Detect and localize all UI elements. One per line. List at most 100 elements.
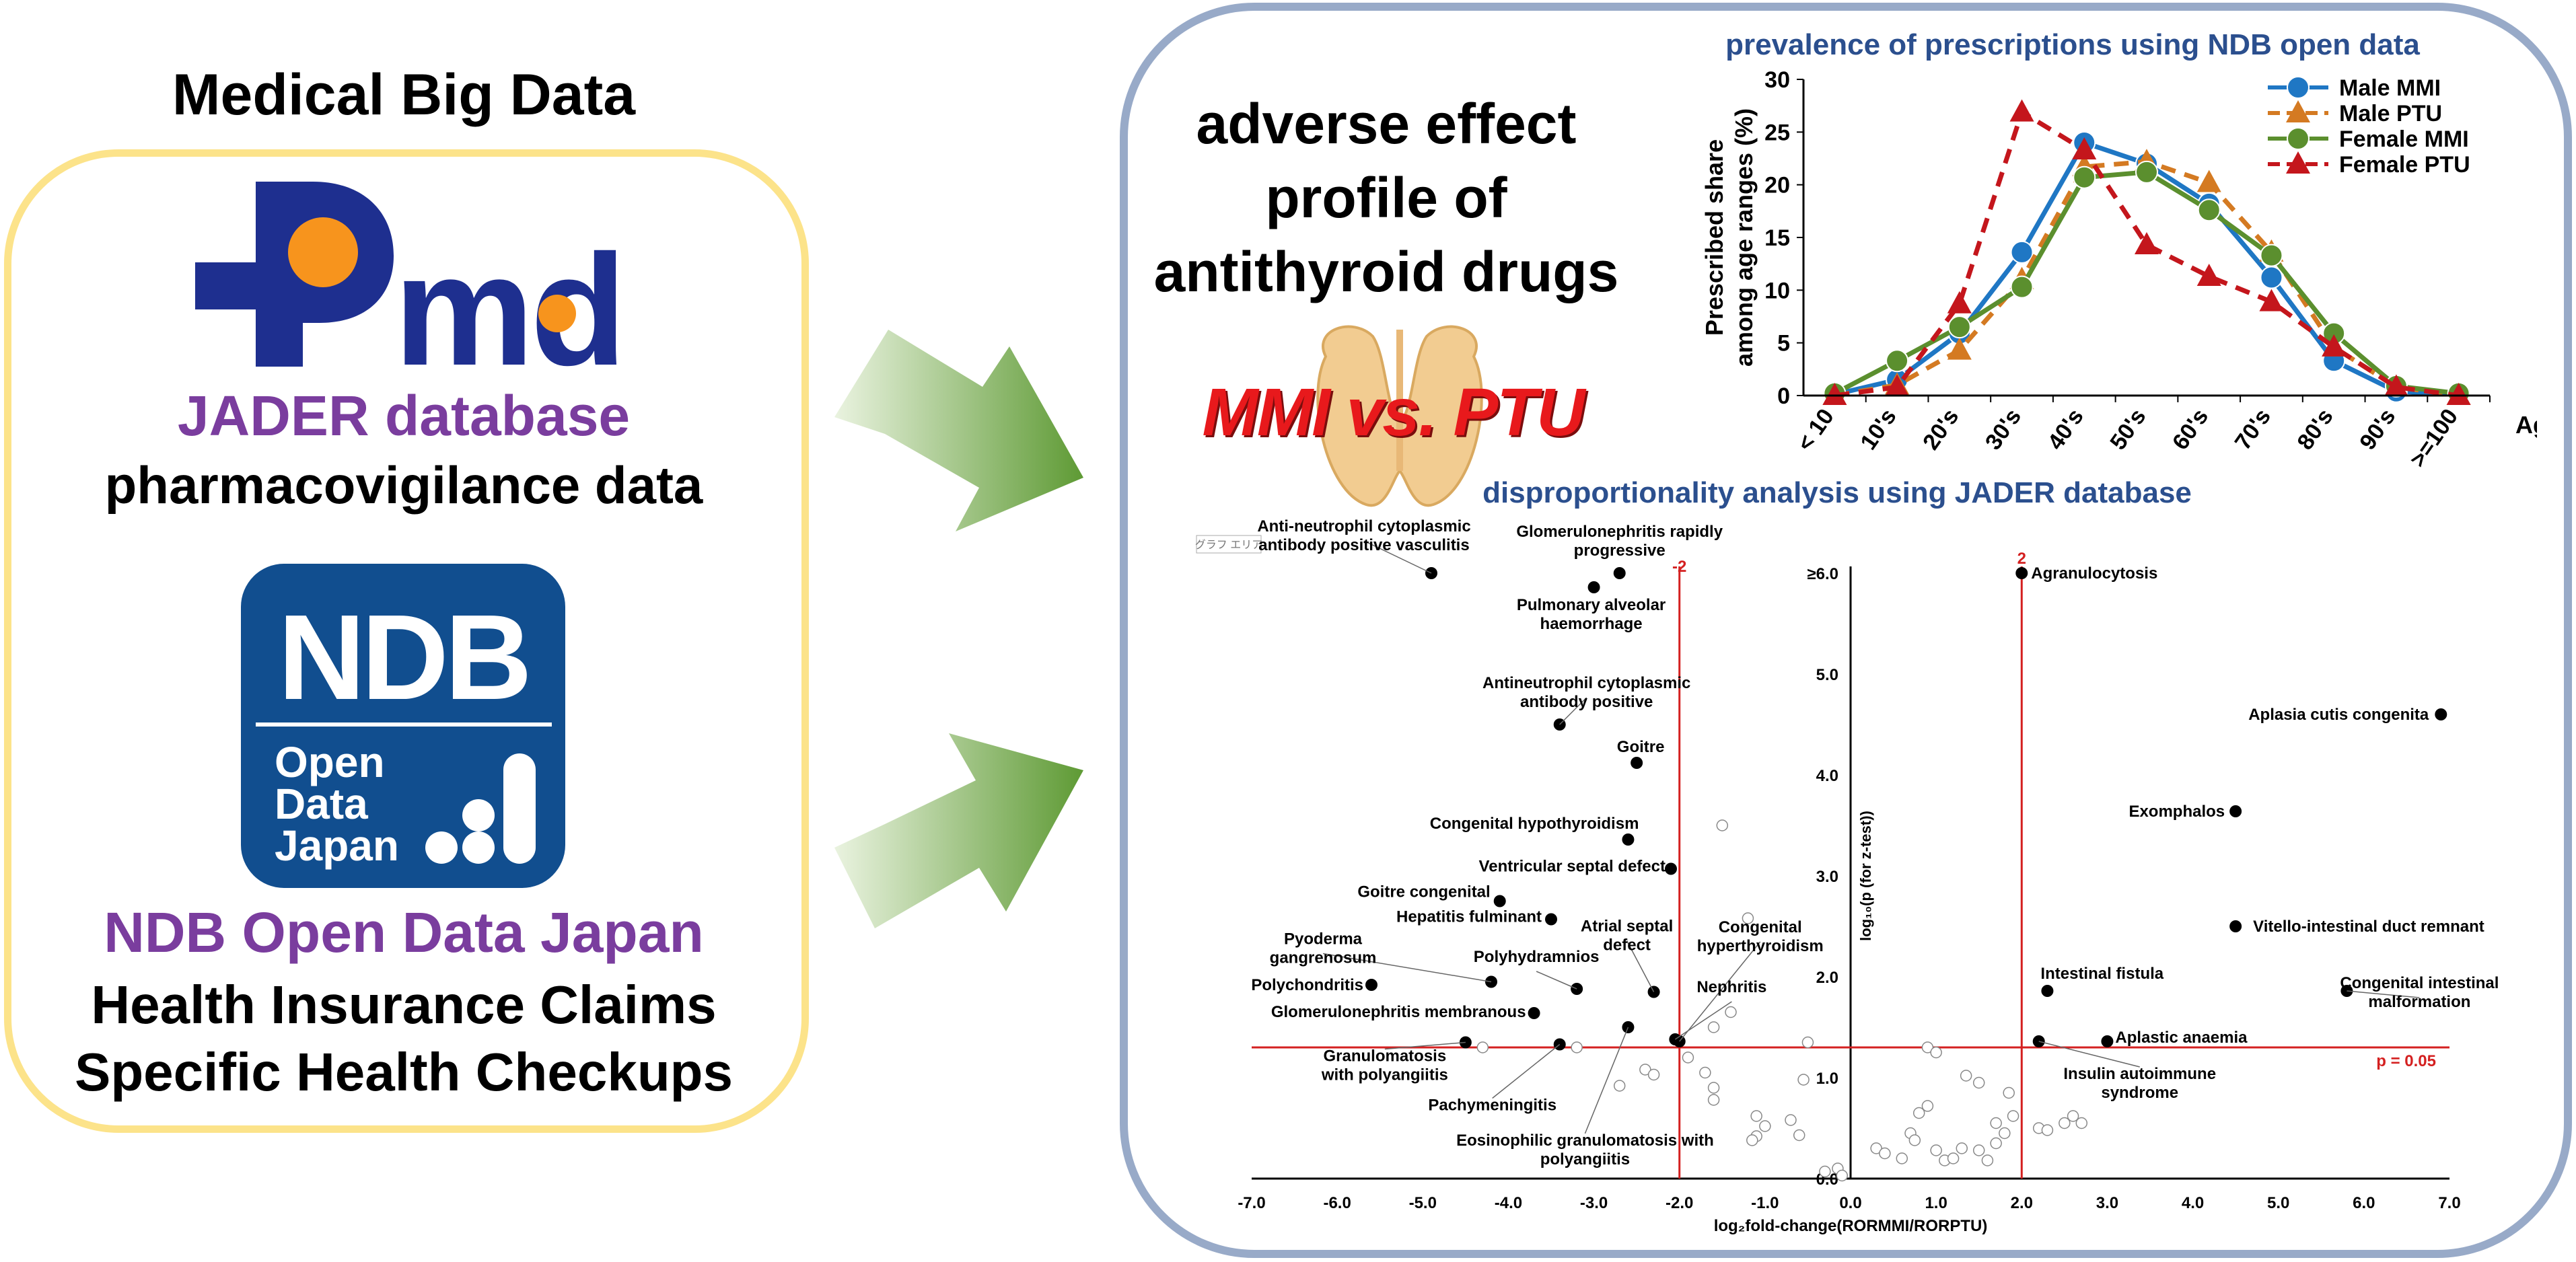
mmi-vs-ptu-label: MMI vs. PTU [1202,375,1585,450]
left-panel-box [4,149,809,1133]
series-point-female-ptu [2384,374,2408,397]
arrow-bottom [834,733,1083,928]
scatter-point-glomerulonephritis-rapidly-progressive [1613,567,1626,579]
scatter-point [1981,1154,1994,1166]
scatter-point [2007,1110,2019,1122]
scatter-point [1990,1117,2002,1129]
series-point-female-mmi [2073,165,2096,189]
scatter-point [1930,1144,1942,1156]
scatter-point [1921,1100,1934,1112]
scatter-point [1999,1127,2011,1140]
series-point-female-ptu [2135,231,2159,254]
jader-database-title: JADER database [177,384,631,447]
scatter-point-polychondritis [1365,979,1378,991]
scatter-point [2041,1124,2054,1136]
scatter-label-congenital-hypothyroidism: Congenital hypothyroidism [1430,815,1639,833]
scatter-point [1716,819,1729,831]
scatter-point [1639,1064,1651,1076]
scatter-point [1990,1137,2002,1150]
scatter-point [1571,1041,1583,1053]
scatter-label-agranulocytosis: Agranulocytosis [2031,564,2157,583]
ndb-logo-line1: Open [275,738,385,786]
scatter-label-congenital-hyperthyroidism: Congenital hyperthyroidism [1697,918,1824,955]
series-point-female-ptu [2446,383,2471,405]
scatter-label-aplasia-cutis-congenita: Aplasia cutis congenita [2248,706,2429,724]
scatter-point-exomphalos [2229,805,2242,817]
scatter-y-tick-label: 4.0 [1816,767,1838,785]
ndb-title: NDB Open Data Japan [104,901,704,964]
threshold-label-neg2: -2 [1672,558,1686,576]
ndb-logo-divider [256,722,552,727]
scatter-point-eosinophilic-granulomatosis-with-polyangiitis [1622,1021,1635,1033]
scatter-leader-line [1384,1041,1466,1050]
scatter-leader-line [1559,697,1587,725]
scatter-point-aplasia-cutis-congenita [2435,708,2447,720]
scatter-point [1707,1082,1720,1094]
scatter-label-polychondritis: Polychondritis [1251,976,1363,994]
scatter-y-tick-label: 3.0 [1816,868,1838,886]
scatter-label-vitello-intestinal-duct-remnant: Vitello-intestinal duct remnant [2253,918,2484,936]
scatter-label-atrial-septal-defect: Atrial septal defect [1581,918,1673,955]
line-chart-x-tick-label: 70's [2230,404,2276,455]
scatter-leader-line [1492,1043,1561,1099]
scatter-point [1699,1066,1711,1079]
scatter-label-pachymeningitis: Pachymeningitis [1428,1097,1557,1115]
line-chart-y-tick-label: 5 [1777,331,1790,357]
scatter-label-goitre-congenital: Goitre congenital [1357,883,1490,901]
scatter-x-tick-label: 6.0 [2353,1194,2375,1212]
line-chart-y-tick-label: 0 [1777,383,1790,409]
series-point-female-mmi [2010,275,2034,299]
line-chart-x-tick-label: < 10 [1792,404,1839,456]
scatter-point [2059,1117,2071,1129]
legend-label-female-ptu: Female PTU [2339,152,2470,178]
series-point-male-mmi [2260,266,2283,289]
series-point-female-ptu [2259,289,2284,311]
scatter-point [1797,1074,1810,1086]
scatter-point [1912,1107,1925,1119]
scatter-point-agranulocytosis [2015,567,2028,579]
right-panel-box [1120,3,2572,1258]
chart-area-hint: グラフ エリア [1195,535,1262,554]
scatter-point [2075,1117,2088,1129]
adverse-effect-heading-line2: profile of [1265,166,1507,229]
series-line-female-mmi [1833,170,2460,396]
line-chart-x-tick-label: 60's [2168,404,2213,455]
scatter-point [1707,1094,1720,1106]
adverse-effect-heading-line3: antithyroid drugs [1153,240,1619,303]
scatter-point [1801,1036,1814,1049]
scatter-point-pulmonary-alveolar-haemorrhage [1587,581,1600,593]
scatter-y-tick-label: 1.0 [1816,1070,1838,1088]
scatter-point-granulomatosis-with-polyangiitis [1459,1036,1472,1049]
arrow-top [834,330,1083,531]
threshold-label-pos2: 2 [2017,550,2026,568]
line-chart-y-tick-label: 30 [1764,67,1790,93]
scatter-label-pulmonary-alveolar-haemorrhage: Pulmonary alveolar haemorrhage [1517,596,1666,633]
line-chart-y-axis-label-line2: among age ranges (%) [1730,108,1758,367]
series-line-female-ptu [1834,108,2460,398]
scatter-point [1613,1080,1626,1092]
scatter-point [1836,1169,1849,1182]
scatter-point [2003,1086,2015,1099]
line-chart-y-tick-label: 10 [1764,278,1790,303]
scatter-chart-title: disproportionality analysis using JADER … [1482,476,2192,509]
chart-area-hint-text: グラフ エリア [1195,539,1262,551]
scatter-leader-line [1679,941,1761,1042]
scatter-label-polyhydramnios: Polyhydramnios [1474,948,1600,966]
scatter-point [1972,1144,1985,1156]
scatter-point [2067,1110,2079,1122]
scatter-label-nephritis: Nephritis [1696,978,1766,996]
series-point-female-mmi [2135,160,2158,184]
scatter-leader-line [1674,1001,1732,1040]
scatter-point [1476,1041,1489,1053]
line-chart-x-tick-label: 50's [2105,404,2151,455]
scatter-x-tick-label: 3.0 [2096,1194,2118,1212]
disproportionality-scatter-chart: -7.0 -6.0 -5.0 -4.0 -3.0 -2.0 -1.0 0.0 1.0 2.0 3.0… [1195,517,2499,1235]
ndb-logo-big-text: NDB [278,590,532,725]
series-point-female-mmi [1886,349,1909,373]
scatter-point [1746,1134,1758,1146]
scatter-point [1972,1076,1985,1089]
series-point-male-ptu [1947,337,1972,360]
series-female-mmi [1823,160,2470,405]
scatter-x-tick-label: -5.0 [1409,1194,1437,1212]
scatter-point-intestinal-fistula [2041,985,2054,997]
